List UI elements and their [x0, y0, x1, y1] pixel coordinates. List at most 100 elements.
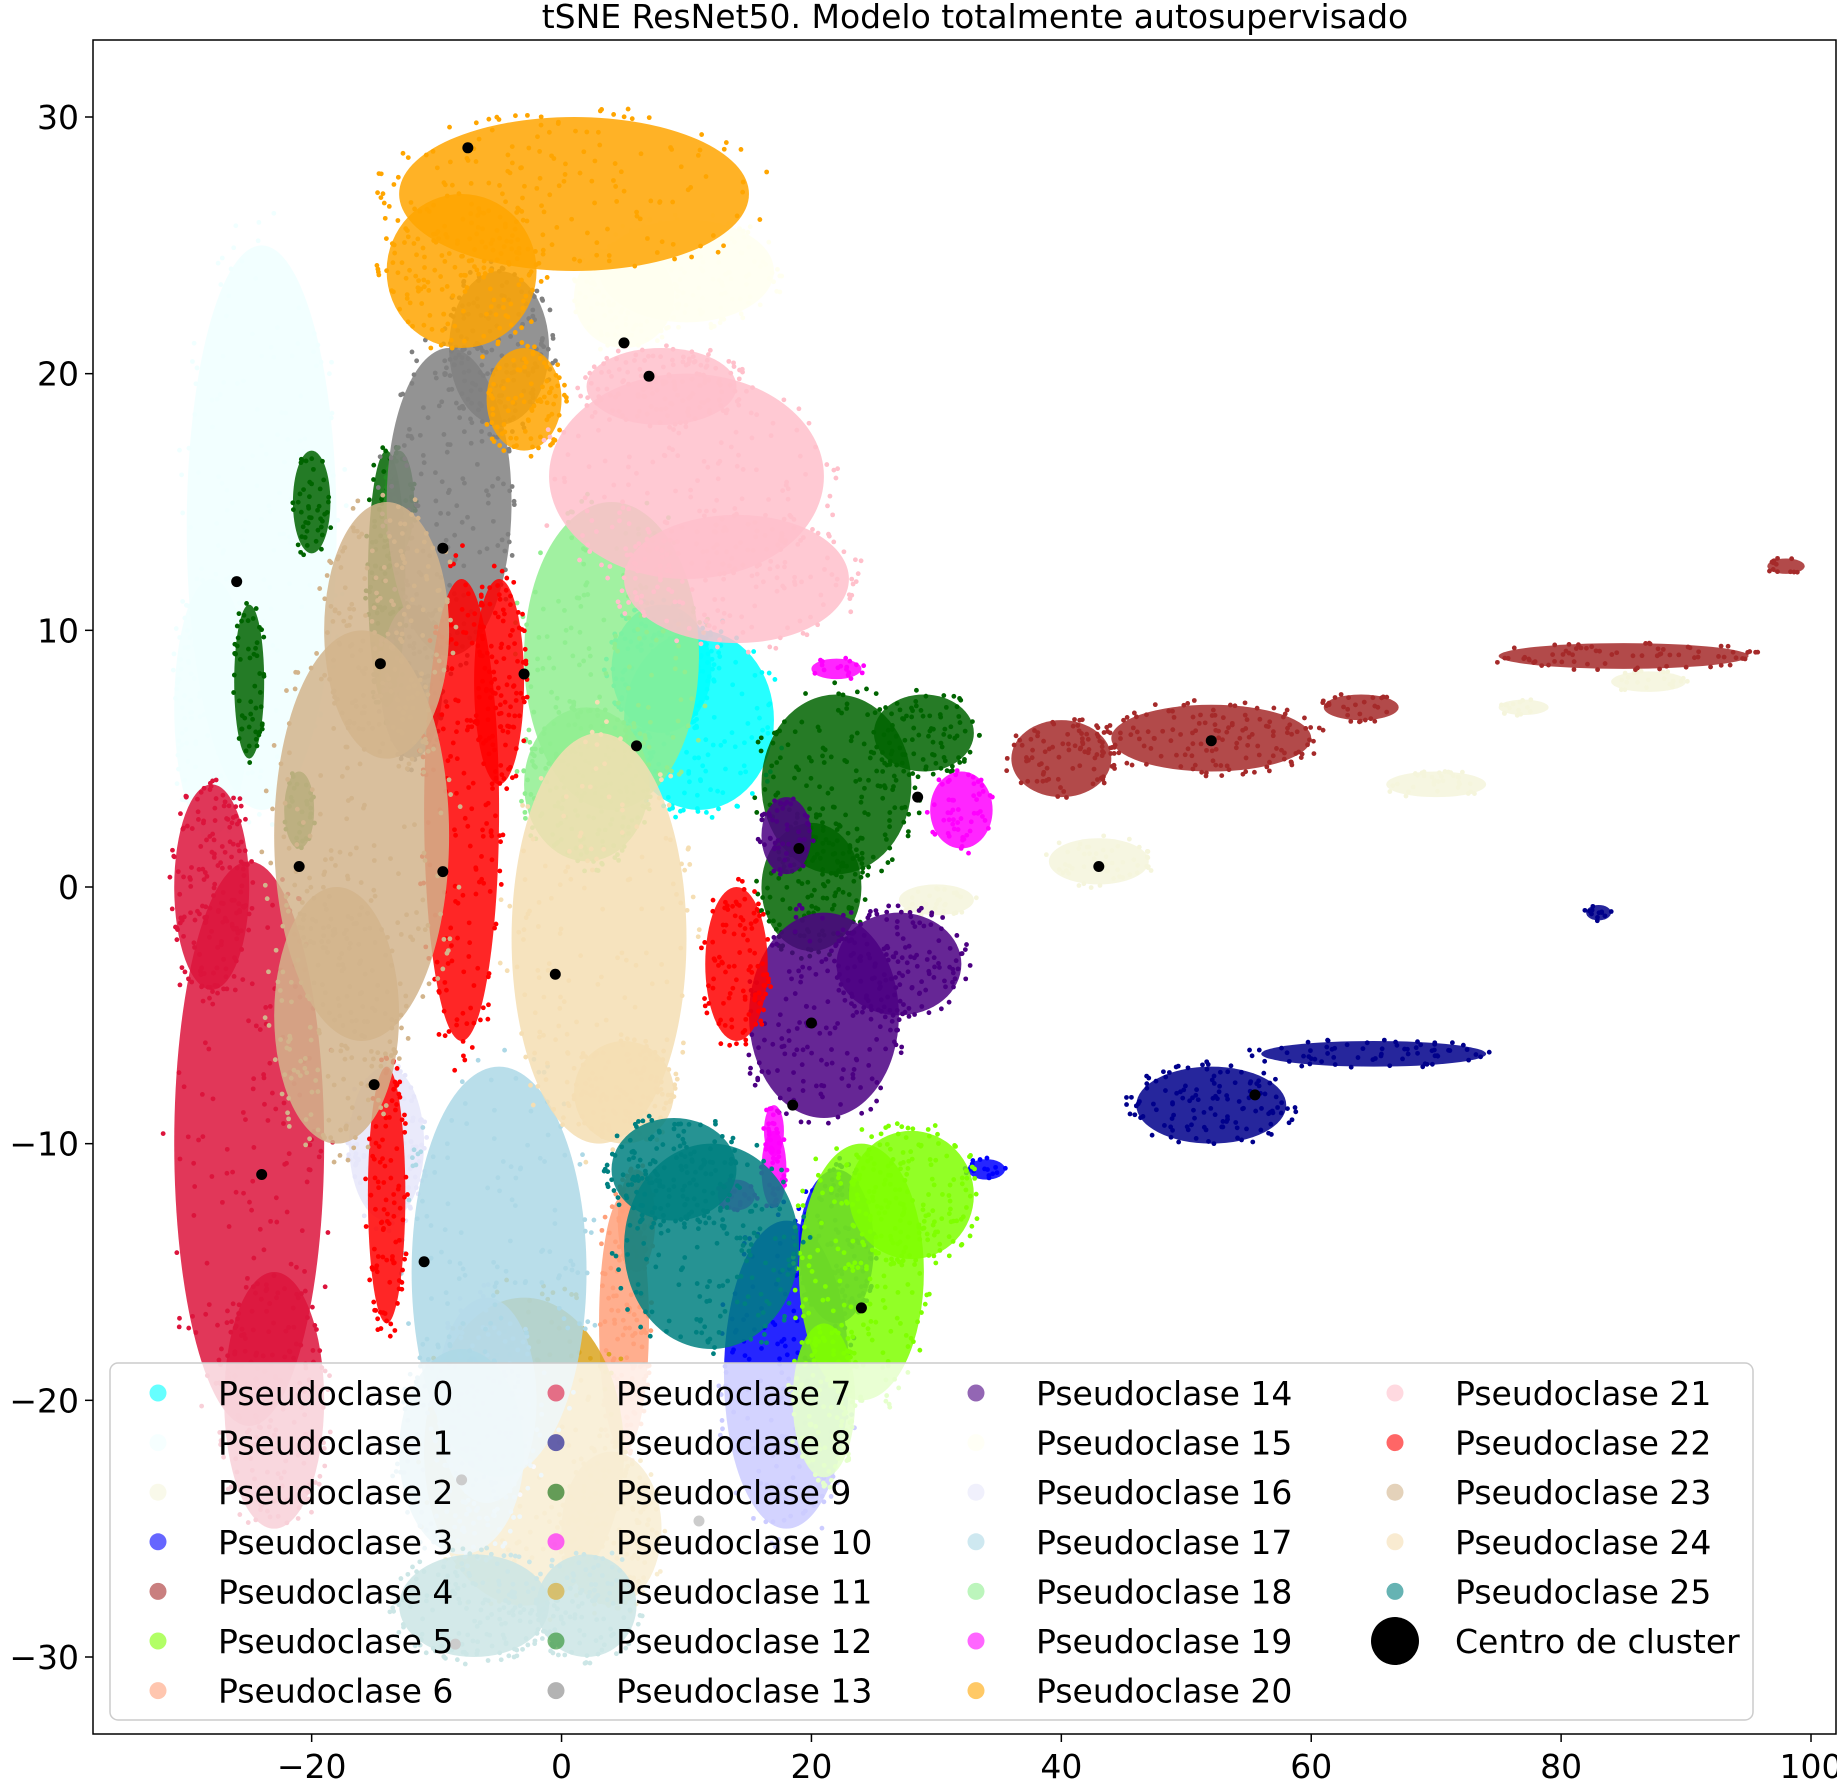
scatter-point	[705, 678, 711, 684]
scatter-point	[238, 859, 244, 865]
scatter-point	[612, 1317, 617, 1323]
scatter-point	[1259, 1106, 1264, 1111]
scatter-point	[250, 880, 256, 885]
scatter-point	[969, 1164, 975, 1170]
scatter-point	[1326, 700, 1332, 706]
scatter-point	[887, 818, 892, 823]
scatter-point	[819, 1220, 824, 1226]
scatter-point	[1287, 722, 1293, 728]
scatter-point	[530, 313, 536, 319]
scatter-point	[361, 1213, 367, 1219]
scatter-point	[849, 937, 854, 943]
scatter-point	[791, 1052, 797, 1057]
scatter-point	[849, 734, 855, 740]
scatter-point	[882, 1177, 888, 1183]
scatter-point	[703, 737, 709, 743]
scatter-point	[885, 994, 891, 1000]
scatter-point	[315, 342, 321, 348]
scatter-point	[599, 332, 604, 338]
scatter-point	[1042, 749, 1048, 755]
scatter-point	[1081, 851, 1087, 857]
scatter-point	[893, 733, 899, 739]
scatter-point	[259, 443, 264, 449]
scatter-point	[834, 858, 840, 864]
scatter-point	[664, 325, 669, 331]
scatter-point	[806, 1338, 812, 1344]
scatter-point	[1181, 1087, 1187, 1093]
scatter-point	[1381, 1037, 1387, 1043]
scatter-point	[343, 503, 349, 509]
scatter-point	[420, 405, 426, 411]
scatter-point	[1303, 726, 1309, 731]
scatter-point	[1076, 883, 1082, 888]
scatter-point	[658, 328, 664, 334]
scatter-point	[927, 713, 933, 719]
scatter-point	[176, 1070, 182, 1076]
scatter-point	[963, 1187, 969, 1193]
scatter-point	[203, 1311, 209, 1317]
scatter-point	[1716, 654, 1721, 659]
scatter-point	[623, 316, 629, 321]
scatter-point	[852, 1178, 858, 1184]
scatter-point	[210, 989, 215, 994]
scatter-point	[813, 1342, 818, 1348]
scatter-point	[842, 997, 848, 1003]
scatter-point	[859, 670, 865, 676]
scatter-point	[864, 1264, 869, 1269]
scatter-point	[263, 1288, 269, 1294]
scatter-point	[1379, 1046, 1385, 1052]
scatter-point	[825, 999, 831, 1005]
scatter-point	[1212, 722, 1218, 728]
scatter-point	[807, 938, 813, 944]
scatter-point	[1510, 701, 1516, 707]
scatter-point	[674, 294, 680, 299]
scatter-point	[1108, 751, 1114, 756]
scatter-point	[979, 783, 985, 788]
scatter-point	[953, 772, 959, 778]
scatter-point	[772, 798, 777, 804]
scatter-point	[1190, 714, 1196, 720]
scatter-point	[682, 310, 688, 315]
scatter-point	[1117, 874, 1122, 879]
scatter-point	[1268, 1132, 1274, 1137]
scatter-point	[211, 837, 217, 843]
scatter-point	[600, 1270, 606, 1276]
scatter-point	[743, 769, 749, 775]
cluster-region-1-1	[174, 579, 250, 836]
scatter-point	[479, 362, 485, 368]
scatter-point	[877, 980, 883, 986]
scatter-point	[873, 1250, 879, 1256]
scatter-point	[246, 819, 252, 825]
scatter-point	[884, 909, 890, 915]
scatter-point	[916, 1230, 922, 1236]
scatter-point	[1670, 684, 1675, 690]
scatter-point	[191, 340, 197, 346]
scatter-point	[1257, 716, 1263, 722]
scatter-point	[793, 906, 799, 912]
scatter-point	[1090, 781, 1096, 787]
scatter-point	[966, 850, 971, 856]
scatter-point	[825, 1120, 831, 1126]
scatter-point	[796, 829, 801, 835]
scatter-point	[180, 599, 186, 604]
scatter-point	[1405, 1051, 1411, 1057]
scatter-point	[770, 817, 775, 823]
scatter-point	[790, 796, 796, 802]
scatter-point	[932, 905, 938, 911]
scatter-point	[174, 781, 180, 787]
scatter-point	[794, 1026, 800, 1031]
scatter-point	[1285, 725, 1290, 731]
scatter-point	[787, 863, 793, 868]
scatter-point	[300, 449, 306, 455]
scatter-point	[857, 1172, 863, 1178]
scatter-point	[1566, 641, 1572, 647]
scatter-point	[852, 1003, 857, 1009]
scatter-point	[401, 443, 407, 448]
scatter-point	[1203, 770, 1209, 776]
scatter-point	[325, 1230, 331, 1235]
scatter-point	[236, 1311, 242, 1316]
scatter-point	[1182, 752, 1188, 758]
scatter-point	[797, 1020, 802, 1025]
scatter-point	[1208, 1105, 1214, 1111]
scatter-point	[868, 909, 873, 914]
